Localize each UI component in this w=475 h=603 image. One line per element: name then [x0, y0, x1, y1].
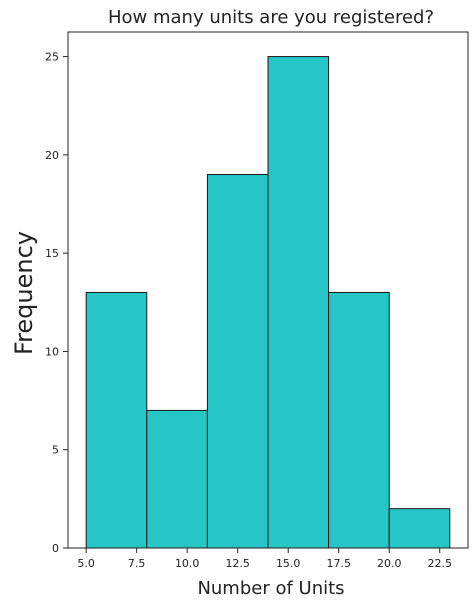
- y-axis-label: Frequency: [10, 231, 38, 355]
- y-tick-label: 15: [45, 247, 59, 260]
- histogram-bar-6: [388, 508, 451, 549]
- y-tick-label: 5: [52, 444, 59, 457]
- y-tick-label: 0: [52, 542, 59, 555]
- x-axis-ticks: 5.0 7.5 10.0 12.5 15.0 17.5 20.0 22.5: [77, 548, 452, 570]
- bars-layer: [85, 56, 451, 549]
- x-tick-label: 5.0: [77, 557, 95, 570]
- y-axis-ticks: 0 5 10 15 20 25: [45, 51, 68, 555]
- y-tick-label: 25: [45, 51, 59, 64]
- histogram-bar-1: [85, 291, 148, 549]
- axes-layer: [67, 31, 469, 549]
- x-tick-label: 22.5: [427, 557, 452, 570]
- histogram-bar-4: [267, 56, 330, 549]
- plot-frame: [67, 31, 469, 549]
- y-tick-label: 10: [45, 345, 59, 358]
- x-tick-label: 10.0: [175, 557, 200, 570]
- histogram-bar-3: [206, 174, 269, 549]
- x-tick-label: 17.5: [326, 557, 351, 570]
- histogram-bar-2: [146, 409, 208, 549]
- x-tick-label: 15.0: [276, 557, 301, 570]
- y-tick-label: 20: [45, 149, 59, 162]
- x-axis-label: Number of Units: [197, 578, 344, 599]
- histogram-bar-5: [328, 291, 390, 549]
- x-tick-label: 12.5: [225, 557, 250, 570]
- x-tick-label: 7.5: [128, 557, 146, 570]
- x-tick-label: 20.0: [377, 557, 402, 570]
- chart-title: How many units are you registered?: [108, 7, 434, 28]
